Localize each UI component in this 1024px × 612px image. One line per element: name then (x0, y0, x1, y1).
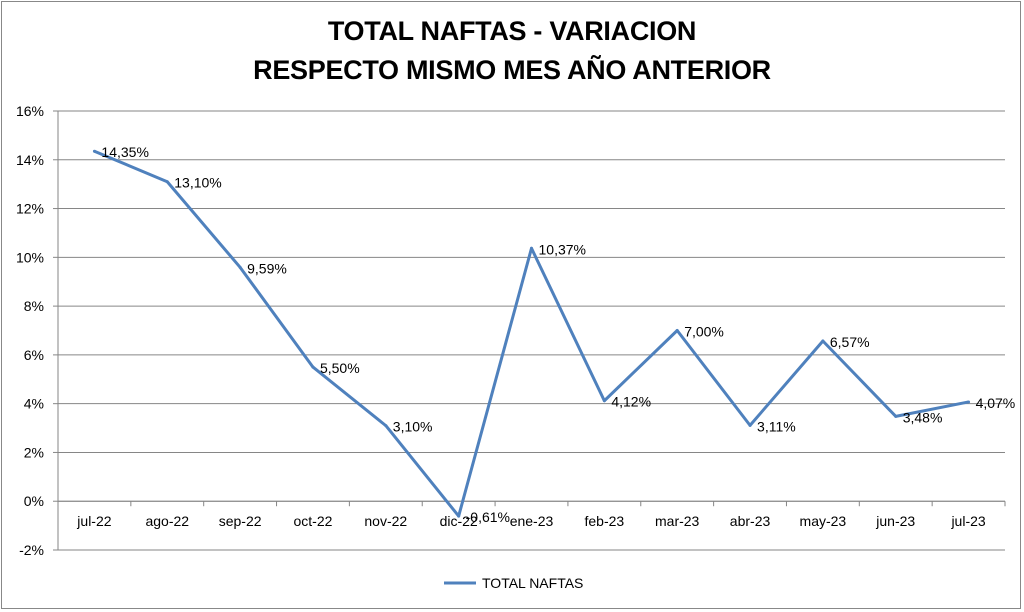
data-point (92, 149, 96, 153)
data-label: 4,07% (976, 395, 1016, 411)
x-tick-label: jul-23 (950, 513, 985, 529)
data-point (457, 514, 461, 518)
y-tick-label: 4% (24, 396, 44, 412)
x-tick-label: may-23 (800, 513, 847, 529)
x-tick-label: mar-23 (655, 513, 700, 529)
data-label: 3,10% (393, 419, 433, 435)
x-tick-label: abr-23 (730, 513, 771, 529)
data-label: 7,00% (684, 324, 724, 340)
data-label: -0,61% (466, 509, 510, 525)
x-tick-label: nov-22 (364, 513, 407, 529)
chart-title-line-2: RESPECTO MISMO MES AÑO ANTERIOR (253, 55, 771, 85)
data-label: 4,12% (611, 394, 651, 410)
x-tick-label: ene-23 (510, 513, 554, 529)
data-point (967, 400, 971, 404)
x-tick-label: feb-23 (584, 513, 624, 529)
y-tick-label: 0% (24, 493, 44, 509)
data-label: 3,11% (757, 418, 796, 434)
y-tick-label: 8% (24, 298, 44, 314)
x-tick-label: oct-22 (294, 513, 333, 529)
data-point (602, 399, 606, 403)
data-point (165, 180, 169, 184)
data-point (384, 424, 388, 428)
legend-label: TOTAL NAFTAS (482, 575, 583, 591)
data-point (311, 365, 315, 369)
data-point (238, 265, 242, 269)
data-label: 13,10% (174, 175, 221, 191)
x-tick-label: ago-22 (145, 513, 189, 529)
y-tick-label: 10% (16, 249, 44, 265)
x-tick-label: dic-22 (440, 513, 478, 529)
x-tick-label: sep-22 (219, 513, 262, 529)
data-label: 10,37% (539, 241, 586, 257)
data-label: 6,57% (830, 334, 870, 350)
data-label: 14,35% (101, 144, 148, 160)
y-tick-label: 16% (16, 103, 44, 119)
data-point (821, 339, 825, 343)
y-tick-label: 6% (24, 347, 44, 363)
y-tick-label: 12% (16, 201, 44, 217)
data-label: 9,59% (247, 260, 287, 276)
chart-title-line-1: TOTAL NAFTAS - VARIACION (327, 16, 697, 46)
data-point (748, 423, 752, 427)
x-tick-label: jun-23 (875, 513, 915, 529)
y-tick-label: 14% (16, 152, 44, 168)
y-tick-label: -2% (19, 542, 44, 558)
y-tick-label: 2% (24, 444, 44, 460)
data-point (675, 329, 679, 332)
data-label: 5,50% (320, 360, 360, 376)
x-tick-label: jul-22 (76, 513, 111, 529)
data-label: 3,48% (903, 409, 943, 425)
data-point (894, 414, 898, 418)
data-point (530, 246, 533, 250)
